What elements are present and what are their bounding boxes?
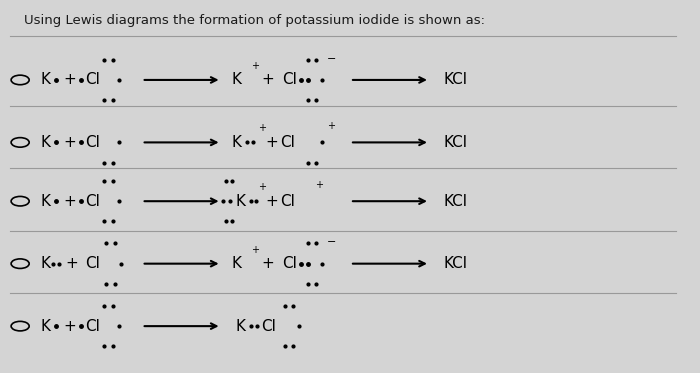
Text: Using Lewis diagrams the formation of potassium iodide is shown as:: Using Lewis diagrams the formation of po…: [24, 14, 484, 27]
Text: Cl: Cl: [85, 135, 99, 150]
Text: +: +: [65, 256, 78, 271]
Text: K: K: [41, 194, 51, 209]
Text: Cl: Cl: [85, 256, 99, 271]
Text: Cl: Cl: [261, 319, 276, 333]
Text: +: +: [261, 72, 274, 87]
Text: KCl: KCl: [444, 135, 468, 150]
Text: K: K: [232, 72, 242, 87]
Text: Cl: Cl: [85, 194, 99, 209]
Text: K: K: [235, 194, 246, 209]
Text: +: +: [265, 135, 278, 150]
Text: +: +: [63, 319, 76, 333]
Text: +: +: [261, 256, 274, 271]
Text: Cl: Cl: [85, 319, 99, 333]
Text: +: +: [265, 194, 278, 209]
Text: Cl: Cl: [85, 72, 99, 87]
Text: +: +: [315, 180, 323, 189]
Text: +: +: [63, 72, 76, 87]
Text: +: +: [63, 135, 76, 150]
Text: K: K: [41, 135, 51, 150]
Text: K: K: [235, 319, 246, 333]
Text: Cl: Cl: [281, 194, 295, 209]
Text: K: K: [41, 72, 51, 87]
Text: +: +: [251, 245, 260, 255]
Text: +: +: [258, 123, 266, 134]
Text: K: K: [232, 135, 242, 150]
Text: Cl: Cl: [281, 135, 295, 150]
Text: KCl: KCl: [444, 72, 468, 87]
Text: Cl: Cl: [282, 256, 297, 271]
Text: +: +: [327, 121, 335, 131]
Text: Cl: Cl: [282, 72, 297, 87]
Text: −: −: [327, 54, 337, 64]
Text: KCl: KCl: [444, 256, 468, 271]
Text: KCl: KCl: [444, 194, 468, 209]
Text: K: K: [41, 319, 51, 333]
Text: +: +: [251, 61, 260, 71]
Text: K: K: [41, 256, 51, 271]
Text: −: −: [327, 237, 337, 247]
Text: +: +: [63, 194, 76, 209]
Text: K: K: [232, 256, 242, 271]
Text: +: +: [258, 182, 266, 192]
